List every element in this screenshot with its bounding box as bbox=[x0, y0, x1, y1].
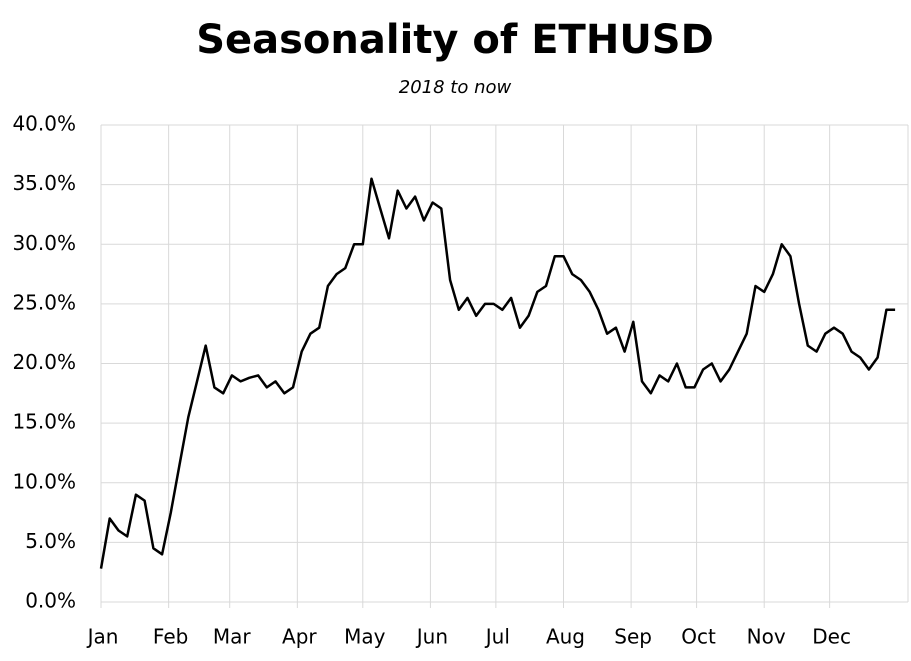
y-tick-label: 15.0% bbox=[12, 410, 76, 434]
x-tick-label: Feb bbox=[153, 625, 188, 649]
x-tick-label: May bbox=[344, 625, 386, 649]
x-tick-label: Apr bbox=[282, 625, 317, 649]
x-tick-label: Sep bbox=[614, 625, 652, 649]
y-tick-label: 40.0% bbox=[12, 112, 76, 136]
y-tick-label: 5.0% bbox=[25, 529, 76, 553]
x-tick-label: Jul bbox=[484, 625, 510, 649]
x-tick-label: Dec bbox=[812, 625, 851, 649]
y-tick-label: 30.0% bbox=[12, 231, 76, 255]
y-tick-label: 20.0% bbox=[12, 350, 76, 374]
y-tick-label: 10.0% bbox=[12, 469, 76, 493]
y-tick-label: 25.0% bbox=[12, 290, 76, 314]
x-tick-label: Aug bbox=[546, 625, 585, 649]
x-tick-label: Oct bbox=[681, 625, 716, 649]
chart-subtitle: 2018 to now bbox=[399, 77, 512, 98]
line bbox=[99, 177, 896, 569]
x-tick-label: Mar bbox=[213, 625, 252, 649]
y-tick-label: 0.0% bbox=[25, 589, 76, 613]
chart-title: Seasonality of ETHUSD bbox=[196, 17, 714, 63]
x-tick-label: Nov bbox=[747, 625, 786, 649]
y-tick-label: 35.0% bbox=[12, 171, 76, 195]
x-tick-label: Jun bbox=[415, 625, 448, 649]
x-tick-label: Jan bbox=[86, 625, 119, 649]
